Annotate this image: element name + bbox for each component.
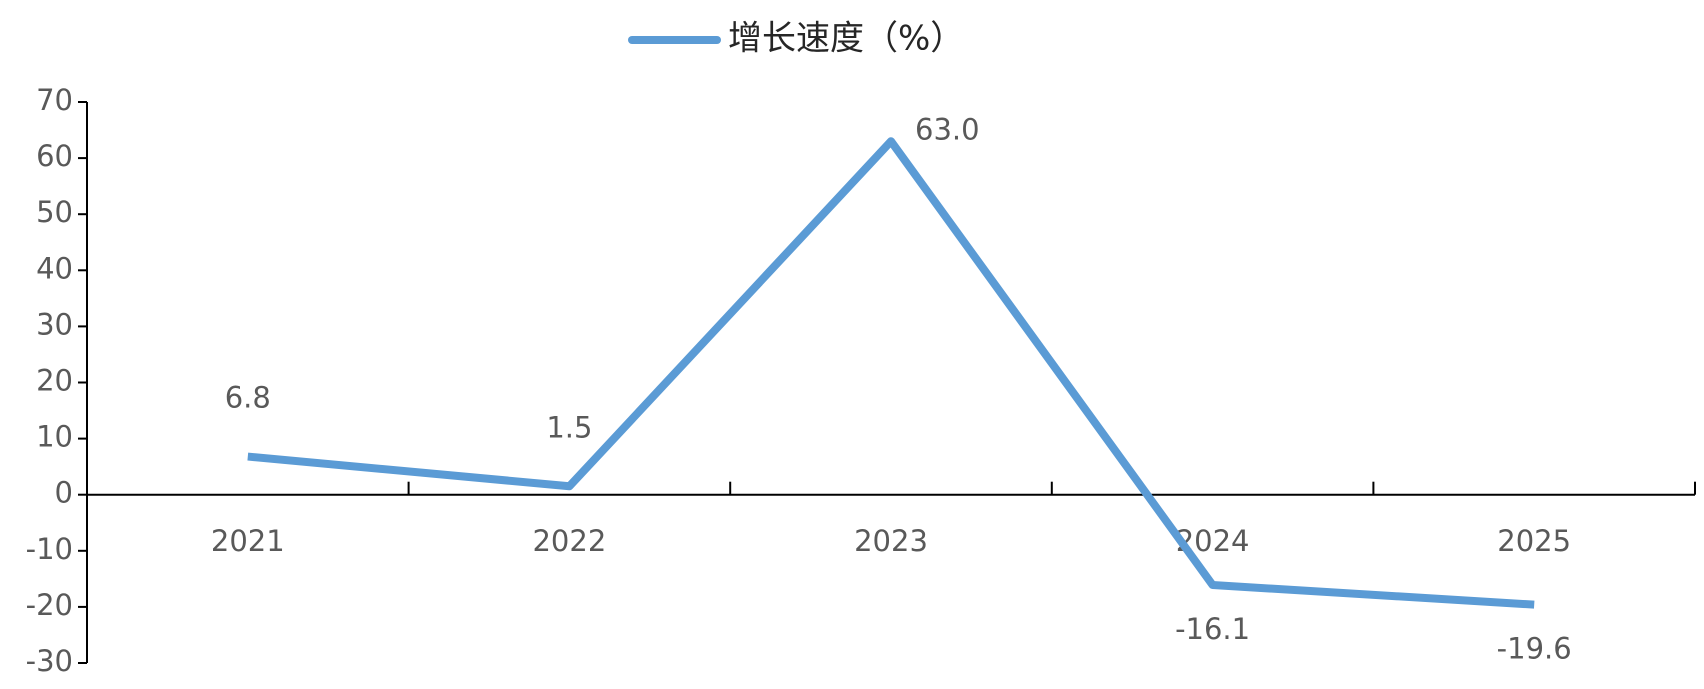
y-tick-label: 30 [36,307,73,341]
x-tick-label: 2023 [854,524,928,558]
x-tick-label: 2021 [211,524,285,558]
y-tick-label: 0 [55,476,73,510]
data-label: 1.5 [546,410,592,444]
y-tick-label: 50 [36,195,73,229]
x-tick-label: 2022 [532,524,606,558]
series-line [247,137,1535,609]
data-label: 6.8 [225,381,271,415]
y-tick-label: -30 [26,644,73,678]
data-label: -16.1 [1175,612,1250,646]
y-tick-label: 60 [36,139,73,173]
y-tick-label: -10 [26,532,73,566]
legend-label: 增长速度（%） [728,19,964,59]
data-label: -19.6 [1497,632,1572,666]
y-tick-label: 10 [36,420,73,454]
y-tick-label: 20 [36,364,73,398]
x-tick-label: 2025 [1497,524,1571,558]
y-tick-label: 70 [36,83,73,117]
data-label: 63.0 [915,112,980,146]
y-tick-label: -20 [26,588,73,622]
y-tick-label: 40 [36,251,73,285]
